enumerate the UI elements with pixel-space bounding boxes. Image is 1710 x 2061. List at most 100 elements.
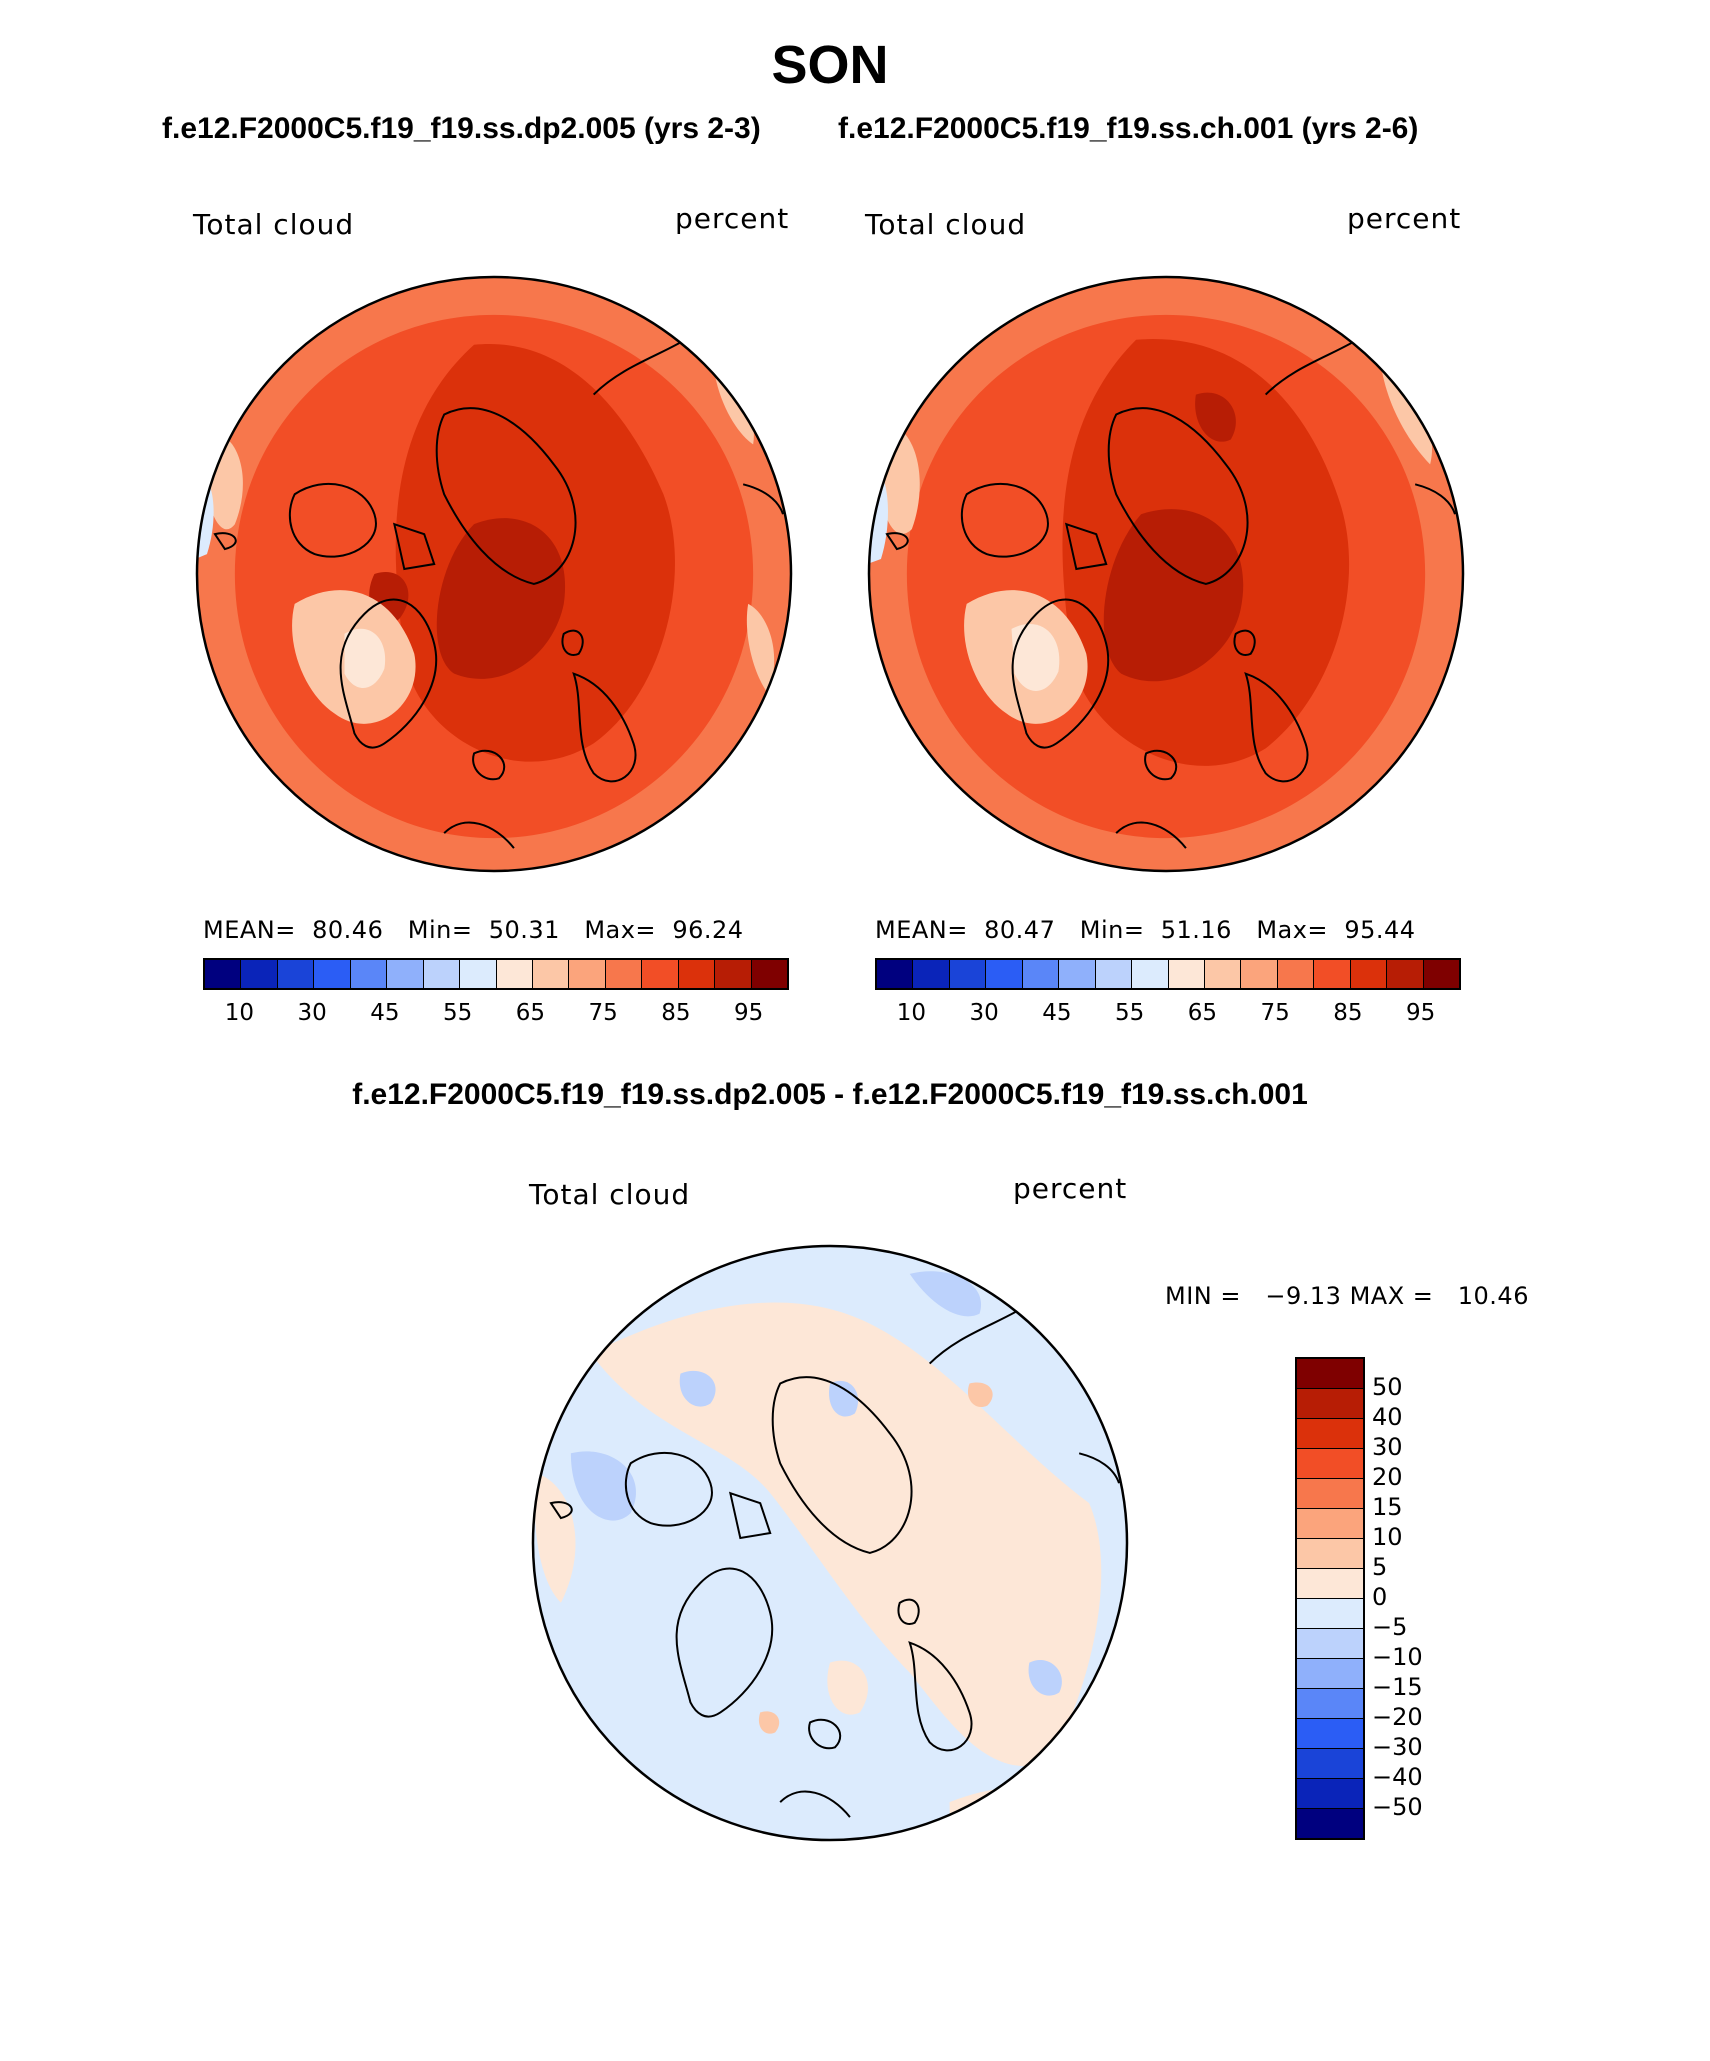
colorbar-swatch (1297, 1719, 1363, 1749)
colorbar-swatch (1297, 1479, 1363, 1509)
diff-colorbar (1295, 1357, 1365, 1840)
colorbar-level-label: 5 (1372, 1553, 1388, 1581)
colorbar-swatch (1204, 960, 1242, 988)
colorbar-swatch (605, 960, 643, 988)
panel-a-max-value: 96.24 (672, 916, 744, 944)
diff-polar-map (531, 1244, 1129, 1842)
colorbar-level-label: −15 (1372, 1673, 1423, 1701)
colorbar-tick-label: 65 (1187, 1000, 1218, 1026)
colorbar-swatch (1297, 1359, 1363, 1389)
colorbar-level-label: −40 (1372, 1763, 1423, 1791)
colorbar-swatch (1241, 960, 1278, 988)
colorbar-tick-label: 55 (442, 1000, 473, 1026)
diff-variable-label: Total cloud (529, 1178, 691, 1211)
panel-b-mean-label: MEAN= (875, 916, 968, 944)
colorbar-tick-label: 10 (896, 1000, 927, 1026)
colorbar-swatch (1314, 960, 1351, 988)
panel-b-units-label: percent (1347, 202, 1462, 235)
panel-b-max-label: Max= (1256, 916, 1329, 944)
colorbar-level-label: −50 (1372, 1793, 1423, 1821)
colorbar-level-label: 20 (1372, 1463, 1403, 1491)
panel-b-variable-label: Total cloud (865, 208, 1027, 241)
colorbar-tick-label: 95 (1405, 1000, 1436, 1026)
panel-a-variable-label: Total cloud (193, 208, 355, 241)
colorbar-swatch (1350, 960, 1388, 988)
colorbar-level-label: −30 (1372, 1733, 1423, 1761)
colorbar-swatch (1297, 1569, 1363, 1599)
colorbar-tick-label: 95 (733, 1000, 764, 1026)
panel-a-colorbar (203, 958, 789, 990)
colorbar-swatch (277, 960, 315, 988)
panel-b-polar-map (867, 275, 1465, 873)
panel-a-min-value: 50.31 (488, 916, 560, 944)
colorbar-level-label: −5 (1372, 1613, 1408, 1641)
colorbar-swatch (1297, 1389, 1363, 1419)
colorbar-swatch (1059, 960, 1096, 988)
diff-colorbar-labels: 50 40 30 20 15 10 5 0 −5 −10 −15 −20 −30 −40 −50 (1372, 1357, 1452, 1837)
colorbar-tick-label: 10 (224, 1000, 255, 1026)
colorbar-swatch (241, 960, 278, 988)
panel-a-units-label: percent (675, 202, 790, 235)
colorbar-swatch (1297, 1449, 1363, 1479)
colorbar-swatch (913, 960, 950, 988)
colorbar-level-label: −20 (1372, 1703, 1423, 1731)
diff-max-value: 10.46 (1457, 1282, 1529, 1310)
panel-a-polar-map (195, 275, 793, 873)
colorbar-level-label: 30 (1372, 1433, 1403, 1461)
colorbar-tick-label: 55 (1114, 1000, 1145, 1026)
colorbar-tick-label: 30 (969, 1000, 999, 1026)
colorbar-swatch (1297, 1599, 1363, 1629)
panel-b-max-value: 95.44 (1344, 916, 1416, 944)
colorbar-swatch (1387, 960, 1424, 988)
colorbar-level-label: 10 (1372, 1523, 1403, 1551)
panel-a-stats: MEAN= 80.46 Min= 50.31 Max= 96.24 (203, 916, 744, 944)
colorbar-tick-label: 85 (661, 1000, 691, 1026)
diff-min-label: MIN = (1165, 1282, 1241, 1310)
colorbar-swatch (569, 960, 606, 988)
case-b-title: f.e12.F2000C5.f19_f19.ss.ch.001 (yrs 2-6… (838, 112, 1419, 145)
colorbar-swatch (1423, 960, 1459, 988)
colorbar-level-label: 40 (1372, 1403, 1403, 1431)
colorbar-swatch (1277, 960, 1315, 988)
diff-min-value: −9.13 (1265, 1282, 1342, 1310)
panel-b-mean-value: 80.47 (984, 916, 1056, 944)
diff-max-label: MAX = (1349, 1282, 1434, 1310)
diff-stats: MIN = −9.13 MAX = 10.46 (1165, 1282, 1529, 1310)
colorbar-tick-label: 75 (588, 1000, 618, 1026)
colorbar-tick-label: 75 (1260, 1000, 1290, 1026)
colorbar-tick-label: 45 (370, 1000, 400, 1026)
panel-a-mean-value: 80.46 (312, 916, 384, 944)
colorbar-swatch (1297, 1779, 1363, 1809)
colorbar-swatch (986, 960, 1023, 988)
colorbar-tick-label: 30 (297, 1000, 327, 1026)
case-a-title: f.e12.F2000C5.f19_f19.ss.dp2.005 (yrs 2-… (162, 112, 761, 145)
diff-units-label: percent (1013, 1172, 1128, 1205)
colorbar-swatch (1297, 1809, 1363, 1838)
panel-b-colorbar-ticks: 10 30 45 55 65 75 85 95 (875, 1000, 1461, 1030)
colorbar-swatch (642, 960, 679, 988)
colorbar-swatch (350, 960, 388, 988)
diff-title: f.e12.F2000C5.f19_f19.ss.dp2.005 - f.e12… (352, 1078, 1308, 1111)
colorbar-swatch (1297, 1749, 1363, 1779)
colorbar-swatch (1022, 960, 1060, 988)
colorbar-swatch (1168, 960, 1205, 988)
colorbar-swatch (205, 960, 242, 988)
colorbar-tick-label: 85 (1333, 1000, 1363, 1026)
panel-a-mean-label: MEAN= (203, 916, 296, 944)
page-title: SON (771, 35, 889, 95)
panel-b-min-value: 51.16 (1160, 916, 1232, 944)
colorbar-swatch (1132, 960, 1169, 988)
colorbar-level-label: 15 (1372, 1493, 1403, 1521)
panel-b-stats: MEAN= 80.47 Min= 51.16 Max= 95.44 (875, 916, 1416, 944)
colorbar-swatch (1297, 1509, 1363, 1539)
panel-a-max-label: Max= (584, 916, 657, 944)
colorbar-swatch (1297, 1539, 1363, 1569)
panel-b-min-label: Min= (1079, 916, 1145, 944)
colorbar-swatch (496, 960, 533, 988)
colorbar-swatch (751, 960, 787, 988)
colorbar-swatch (423, 960, 461, 988)
colorbar-swatch (460, 960, 497, 988)
colorbar-swatch (1297, 1419, 1363, 1449)
colorbar-level-label: −10 (1372, 1643, 1423, 1671)
colorbar-swatch (314, 960, 351, 988)
